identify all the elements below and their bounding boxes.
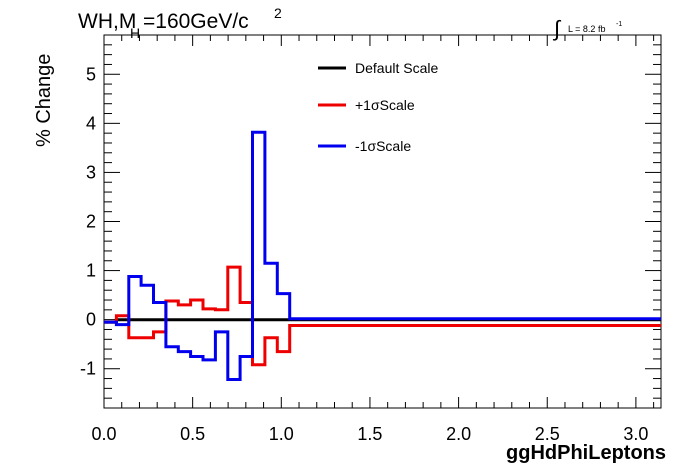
x-tick-label: 2.5 — [535, 424, 560, 444]
legend-label: Default Scale — [355, 60, 438, 76]
y-tick-label: 1 — [86, 261, 96, 281]
y-tick-label: 3 — [86, 162, 96, 182]
title-superscript: 2 — [274, 5, 282, 21]
y-tick-label: 0 — [86, 310, 96, 330]
title-subscript: H — [130, 25, 140, 41]
x-tick-label: 0.5 — [180, 424, 205, 444]
series-line — [104, 130, 661, 381]
data-series — [104, 130, 661, 381]
legend-label: +1σScale — [355, 97, 415, 113]
y-tick-label: 5 — [86, 64, 96, 84]
y-tick-label: -1 — [80, 359, 96, 379]
x-tick-label: 0.0 — [91, 424, 116, 444]
title-main: WH,M — [78, 10, 136, 33]
x-axis-title: ggHdPhiLeptons — [506, 442, 666, 464]
x-tick-label: 3.0 — [623, 424, 648, 444]
legend: Default Scale +1σScale -1σScale — [318, 60, 438, 154]
x-tick-label: 1.5 — [357, 424, 382, 444]
series-line — [104, 318, 661, 324]
integral-symbol: ∫ — [552, 16, 562, 41]
x-tick-label: 1.0 — [269, 424, 294, 444]
y-tick-label: 4 — [86, 113, 96, 133]
axis-ticks — [103, 34, 661, 409]
y-tick-labels: -1 0 1 2 3 4 5 — [80, 64, 96, 378]
series-line — [104, 265, 661, 367]
legend-label: -1σScale — [355, 138, 411, 154]
title-rest: =160GeV/c — [143, 10, 249, 33]
x-tick-label: 2.0 — [446, 424, 471, 444]
y-tick-label: 2 — [86, 212, 96, 232]
luminosity-label: ∫ L = 8.2 fb -1 — [552, 16, 622, 41]
lumi-text: L = 8.2 fb — [568, 24, 605, 34]
lumi-superscript: -1 — [616, 21, 622, 28]
y-axis-title: % Change — [33, 54, 55, 147]
chart-title: WH,M H =160GeV/c 2 — [78, 5, 282, 41]
x-tick-labels: 0.0 0.5 1.0 1.5 2.0 2.5 3.0 — [91, 424, 648, 444]
